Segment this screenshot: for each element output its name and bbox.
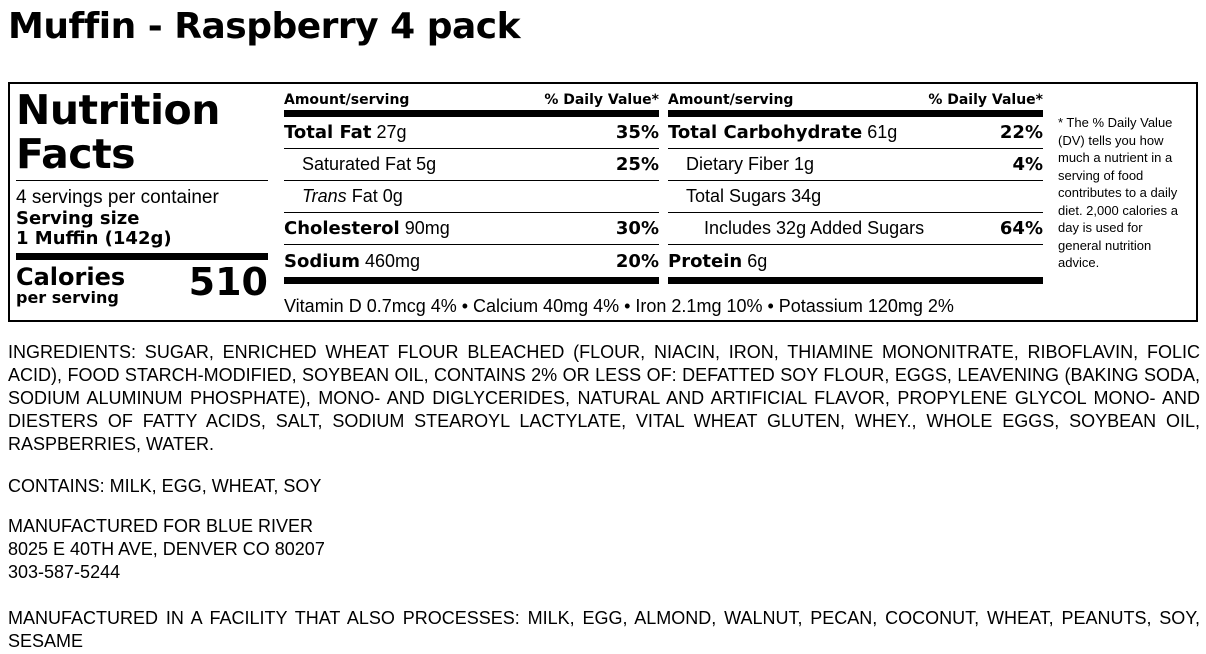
calories-label: Calories — [16, 263, 126, 291]
nutrient-row: Cholesterol 90mg 30% — [284, 213, 659, 245]
heading-line2: Facts — [16, 130, 136, 178]
calories-value: 510 — [188, 260, 268, 304]
allergen-contains: CONTAINS: MILK, EGG, WHEAT, SOY — [8, 476, 322, 496]
nutrient-dv: 64% — [999, 218, 1043, 239]
divider — [16, 180, 268, 181]
ingredients-text: INGREDIENTS: SUGAR, ENRICHED WHEAT FLOUR… — [8, 342, 1200, 454]
nutrient-amount: 61g — [867, 122, 898, 142]
serving-size-label: Serving size — [16, 208, 140, 229]
nutrient-name: Cholesterol — [284, 218, 400, 239]
manufacturer-address: 8025 E 40TH AVE, DENVER CO 80207 — [8, 539, 325, 559]
nutrient-row: Total Fat 27g 35% — [284, 117, 659, 149]
column-header: Amount/serving % Daily Value* — [668, 92, 1043, 110]
heading-line1: Nutrition — [16, 86, 220, 134]
nutrition-facts-heading: Nutrition Facts — [16, 88, 268, 176]
nutrient-dv: 22% — [999, 122, 1043, 143]
nutrient-amount: 5g — [416, 154, 437, 174]
nutrition-facts-label: Nutrition Facts 4 servings per container… — [8, 82, 1198, 322]
nutrient-row: Saturated Fat 5g 25% — [284, 149, 659, 181]
nutrient-column-left: Amount/serving % Daily Value* Total Fat … — [284, 92, 659, 284]
nutrient-name: Saturated Fat — [302, 154, 412, 174]
dv-header: % Daily Value* — [544, 92, 659, 108]
facility-statement: MANUFACTURED IN A FACILITY THAT ALSO PRO… — [8, 608, 1200, 651]
nutrient-row: Dietary Fiber 1g 4% — [668, 149, 1043, 181]
nutrient-name: Trans — [302, 186, 347, 206]
manufacturer-name: MANUFACTURED FOR BLUE RIVER — [8, 516, 314, 536]
nutrient-amount: 34g — [791, 186, 822, 206]
nutrient-row: Includes 32g Added Sugars 64% — [668, 213, 1043, 245]
nutrient-amount: Fat 0g — [351, 186, 403, 206]
nutrient-row: Sodium 460mg 20% — [284, 245, 659, 277]
nutrient-amount: 90mg — [404, 218, 450, 238]
product-title: Muffin - Raspberry 4 pack — [8, 6, 521, 47]
daily-value-footnote: * The % Daily Value (DV) tells you how m… — [1058, 115, 1178, 270]
divider — [16, 253, 268, 260]
manufacturer-phone: 303-587-5244 — [8, 562, 121, 582]
divider — [668, 110, 1043, 117]
serving-size-value: 1 Muffin (142g) — [16, 228, 172, 249]
nutrient-dv: 4% — [1012, 154, 1043, 175]
nutrient-name: Protein — [668, 250, 743, 272]
nutrient-name: Total Sugars — [686, 186, 787, 206]
manufacturer-block: MANUFACTURED FOR BLUE RIVER 8025 E 40TH … — [8, 515, 1200, 584]
nutrient-amount: 27g — [376, 122, 407, 142]
nutrient-dv: 30% — [615, 218, 659, 239]
nutrient-name: Dietary Fiber — [686, 154, 790, 174]
nutrient-dv: 25% — [615, 154, 659, 175]
amount-header: Amount/serving — [284, 92, 410, 108]
divider — [284, 277, 659, 284]
nutrient-dv: 20% — [615, 250, 659, 272]
nutrient-name: Includes 32g Added Sugars — [704, 218, 925, 238]
nutrient-dv: 35% — [615, 122, 659, 143]
nutrient-name: Sodium — [284, 250, 360, 272]
nutrient-name: Total Carbohydrate — [668, 122, 863, 143]
servings-per-container: 4 servings per container — [16, 187, 219, 208]
nutrient-name: Total Fat — [284, 122, 372, 143]
dv-header: % Daily Value* — [928, 92, 1043, 108]
nutrient-row: Total Carbohydrate 61g 22% — [668, 117, 1043, 149]
nutrient-row: Trans Fat 0g — [284, 181, 659, 213]
vitamins-minerals-line: Vitamin D 0.7mcg 4% • Calcium 40mg 4% • … — [284, 296, 954, 316]
amount-header: Amount/serving — [668, 92, 794, 108]
divider — [668, 277, 1043, 284]
nutrient-amount: 6g — [747, 250, 768, 271]
nutrition-left-column: Nutrition Facts 4 servings per container… — [16, 88, 268, 308]
calories-sub: per serving — [16, 288, 119, 307]
nutrient-amount: 1g — [794, 154, 815, 174]
column-header: Amount/serving % Daily Value* — [284, 92, 659, 110]
calories-row: Calories per serving 510 — [16, 260, 268, 308]
nutrient-row: Protein 6g — [668, 245, 1043, 277]
nutrient-amount: 460mg — [364, 250, 421, 271]
divider — [284, 110, 659, 117]
nutrient-column-right: Amount/serving % Daily Value* Total Carb… — [668, 92, 1043, 284]
nutrient-row: Total Sugars 34g — [668, 181, 1043, 213]
